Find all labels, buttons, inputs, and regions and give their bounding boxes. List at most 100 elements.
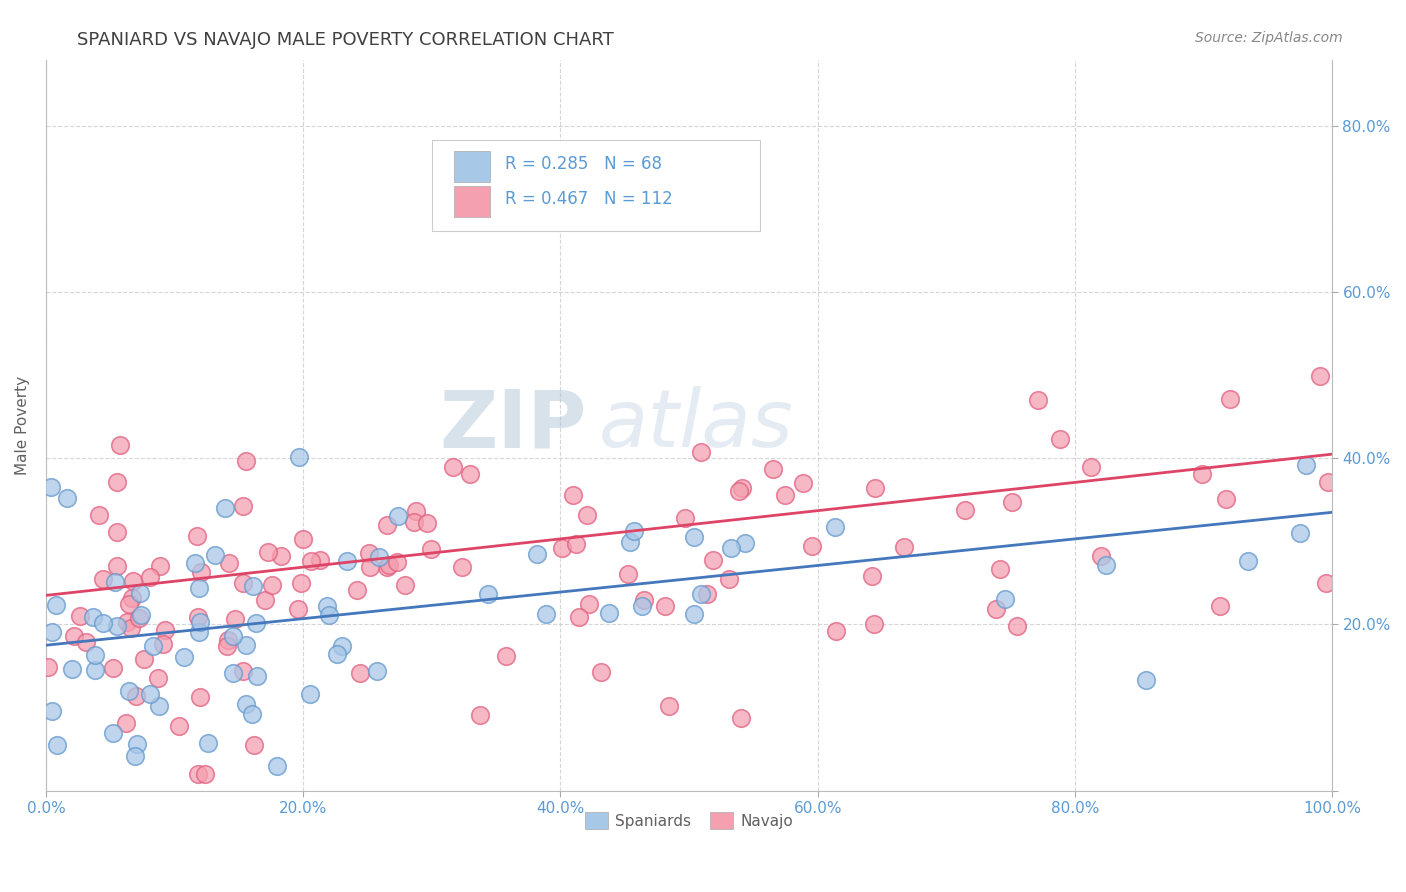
Point: [1095, 558, 1118, 573]
Point: [121, 574, 143, 588]
Point: [87, 508, 110, 523]
Point: [1215, 492, 1237, 507]
Point: [357, 546, 380, 560]
Point: [142, 639, 165, 653]
Point: [291, 532, 314, 546]
Point: [139, 570, 162, 584]
Point: [1080, 460, 1102, 475]
Point: [654, 599, 676, 613]
Text: ZIP: ZIP: [439, 386, 586, 464]
Point: [368, 549, 391, 564]
Point: [441, 460, 464, 475]
Text: Source: ZipAtlas.com: Source: ZipAtlas.com: [1195, 31, 1343, 45]
Point: [39, 480, 62, 494]
Point: [188, 582, 211, 596]
Point: [287, 602, 309, 616]
Y-axis label: Male Poverty: Male Poverty: [15, 376, 30, 475]
Point: [1218, 392, 1240, 407]
Point: [197, 736, 219, 750]
Point: [125, 737, 148, 751]
Point: [110, 438, 132, 452]
Point: [773, 488, 796, 502]
Point: [167, 719, 190, 733]
Point: [224, 612, 246, 626]
Text: SPANIARD VS NAVAJO MALE POVERTY CORRELATION CHART: SPANIARD VS NAVAJO MALE POVERTY CORRELAT…: [77, 31, 614, 49]
Point: [565, 537, 588, 551]
Point: [984, 601, 1007, 615]
Point: [155, 624, 177, 638]
Point: [56, 491, 79, 505]
Point: [245, 616, 267, 631]
Point: [375, 518, 398, 533]
Point: [118, 597, 141, 611]
Point: [188, 624, 211, 639]
Point: [235, 697, 257, 711]
Point: [232, 664, 254, 678]
Point: [1135, 673, 1157, 688]
Point: [129, 585, 152, 599]
Point: [631, 599, 654, 614]
FancyBboxPatch shape: [454, 186, 489, 217]
Point: [657, 699, 679, 714]
Point: [60, 662, 83, 676]
Point: [190, 565, 212, 579]
Point: [359, 559, 381, 574]
Point: [1315, 576, 1337, 591]
Point: [41, 625, 63, 640]
Point: [720, 541, 742, 556]
Point: [104, 574, 127, 589]
Point: [690, 587, 713, 601]
Point: [105, 525, 128, 540]
Point: [792, 476, 814, 491]
Point: [187, 610, 209, 624]
Legend: Spaniards, Navajo: Spaniards, Navajo: [579, 805, 799, 836]
Text: R = 0.285   N = 68: R = 0.285 N = 68: [505, 155, 662, 173]
Point: [683, 530, 706, 544]
Text: R = 0.467   N = 112: R = 0.467 N = 112: [505, 190, 673, 208]
Point: [598, 607, 620, 621]
Point: [299, 554, 322, 568]
Point: [105, 618, 128, 632]
Point: [893, 540, 915, 554]
Point: [235, 638, 257, 652]
Point: [188, 690, 211, 704]
Point: [246, 669, 269, 683]
Point: [124, 689, 146, 703]
Point: [128, 611, 150, 625]
Point: [468, 707, 491, 722]
Point: [69, 609, 91, 624]
Point: [194, 767, 217, 781]
Point: [1001, 495, 1024, 509]
Point: [1026, 392, 1049, 407]
Point: [731, 481, 754, 495]
Point: [762, 462, 785, 476]
Point: [308, 552, 330, 566]
Point: [120, 621, 142, 635]
Point: [336, 554, 359, 568]
Point: [173, 650, 195, 665]
Point: [243, 738, 266, 752]
Point: [1049, 433, 1071, 447]
Point: [91, 616, 114, 631]
Point: [218, 556, 240, 570]
Point: [696, 587, 718, 601]
Point: [616, 566, 638, 581]
Point: [46, 738, 69, 752]
Point: [101, 725, 124, 739]
Point: [124, 748, 146, 763]
Point: [115, 615, 138, 630]
Point: [734, 536, 756, 550]
Point: [477, 587, 499, 601]
Point: [186, 529, 208, 543]
Point: [299, 688, 322, 702]
Point: [578, 597, 600, 611]
Point: [131, 608, 153, 623]
Point: [132, 651, 155, 665]
Point: [91, 572, 114, 586]
Point: [240, 706, 263, 721]
Point: [863, 616, 886, 631]
Point: [402, 515, 425, 529]
Point: [988, 562, 1011, 576]
Point: [101, 660, 124, 674]
Point: [84, 648, 107, 662]
